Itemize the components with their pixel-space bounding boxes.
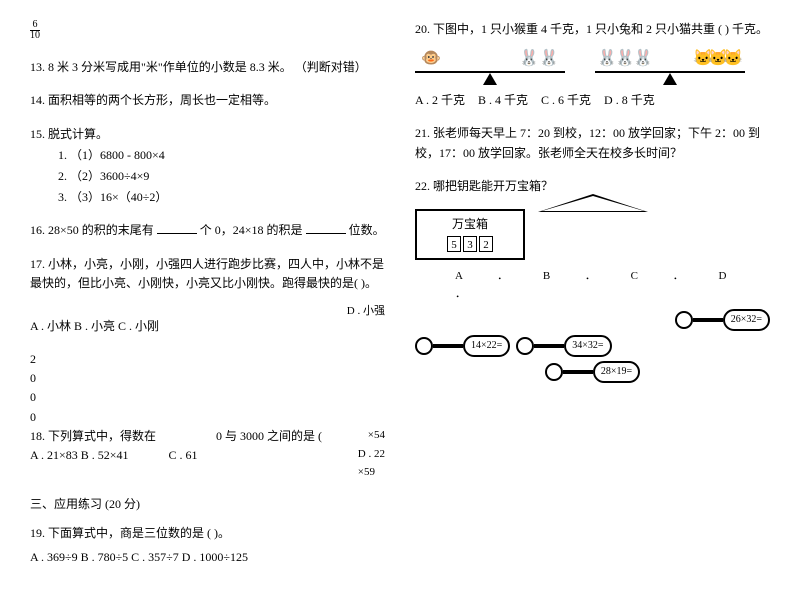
digit: 2 [479,236,493,252]
q16-b: 个 0，24×18 的积是 [200,223,306,237]
digit: 5 [447,236,461,252]
q17-text: 17. 小林，小亮，小刚，小强四人进行跑步比赛，四人中，小林不是最快的，但比小亮… [30,255,385,293]
frac-den: 10 [30,31,40,41]
q16: 16. 28×50 的积的末尾有 个 0，24×18 的积是 位数。 [30,221,385,240]
key-c: 34×32= [516,335,611,357]
q15-2: 2. （2）3600÷4×9 [30,167,385,186]
q18: 2 0 0 0 18. 下列算式中，得数在 0 与 3000 之间的是 ( ×5… [30,350,385,481]
q17-abc: A . 小林 B . 小亮 C . 小刚 [30,319,159,333]
right-column: 20. 下图中，1 只小猴重 4 千克，1 只小兔和 2 只小猫共重 ( ) 千… [415,20,770,581]
blank [157,222,197,234]
key-label: 34×32= [564,335,611,357]
blank [306,222,346,234]
q18-ab: A . 21×83 B . 52×41 [30,446,129,465]
key-a: 26×32= [675,309,770,331]
q14: 14. 面积相等的两个长方形，周长也一定相等。 [30,91,385,110]
rabbit-icon: 🐰 [597,46,617,72]
box-label: 万宝箱 [423,215,517,234]
q18-c: C . 61 [169,446,198,465]
scale-left: 🐵 🐰 🐰 [415,45,565,85]
q18-r2: D . 22 [358,446,385,464]
q13: 13. 8 米 3 分米写成用"米"作单位的小数是 8.3 米。 （判断对错） [30,58,385,77]
q15-title: 15. 脱式计算。 [30,125,385,144]
left-column: 610 13. 8 米 3 分米写成用"米"作单位的小数是 8.3 米。 （判断… [30,20,385,581]
q20-c: C . 6 千克 [541,93,591,107]
scale-right: 🐰 🐰 🐰 🐱 🐱 🐱 [595,45,745,85]
key-b: 14×22= [415,335,510,357]
q18-b: 0 与 3000 之间的是 ( [216,427,322,446]
q15-1: 1. （1）6800 - 800×4 [30,146,385,165]
q18-r3: ×59 [358,464,385,482]
treasure-box: 万宝箱 5 3 2 [415,194,770,260]
rabbit-icon: 🐰 [633,46,653,72]
q20-text: 20. 下图中，1 只小猴重 4 千克，1 只小兔和 2 只小猫共重 ( ) 千… [415,20,770,39]
q21: 21. 张老师每天早上 7：20 到校，12：00 放学回家；下午 2：00 到… [415,124,770,162]
section-3: 三、应用练习 (20 分) [30,495,385,514]
q20-diagram: 🐵 🐰 🐰 🐰 🐰 🐰 🐱 🐱 🐱 [415,45,770,85]
digit: 3 [463,236,477,252]
key-label: 28×19= [593,361,640,383]
rabbit-icon: 🐰 [615,46,635,72]
key-d: 28×19= [545,361,640,383]
q19: 19. 下面算式中，商是三位数的是 ( )。 A . 369÷9 B . 780… [30,524,385,566]
q17: 17. 小林，小亮，小刚，小强四人进行跑步比赛，四人中，小林不是最快的，但比小亮… [30,255,385,337]
q18-2000: 2 0 0 0 [30,350,36,427]
key-label: 26×32= [723,309,770,331]
q17-d: D . 小强 [347,303,385,321]
q15: 15. 脱式计算。 1. （1）6800 - 800×4 2. （2）3600÷… [30,125,385,208]
q18-a: 18. 下列算式中，得数在 [30,427,156,446]
rabbit-icon: 🐰 [519,46,539,72]
key-label: 14×22= [463,335,510,357]
q19-text: 19. 下面算式中，商是三位数的是 ( )。 [30,524,385,543]
q16-c: 位数。 [349,223,385,237]
rabbit-icon: 🐰 [539,46,559,72]
q22: 22. 哪把钥匙能开万宝箱？ 万宝箱 5 3 2 A ． B ． C ． D ． [415,177,770,384]
q16-a: 16. 28×50 的积的末尾有 [30,223,157,237]
monkey-icon: 🐵 [421,46,441,72]
q20-d: D . 8 千克 [604,93,655,107]
key-letters: A ． B ． C ． D ． [455,268,770,303]
q15-3: 3. （3）16×（40÷2） [30,188,385,207]
q20-opts: A . 2 千克 B . 4 千克 C . 6 千克 D . 8 千克 [415,91,770,110]
q19-opts: A . 369÷9 B . 780÷5 C . 357÷7 D . 1000÷1… [30,548,385,567]
fraction: 610 [30,20,385,44]
q20-b: B . 4 千克 [478,93,528,107]
q20: 20. 下图中，1 只小猴重 4 千克，1 只小兔和 2 只小猫共重 ( ) 千… [415,20,770,110]
q18-r1: ×54 [368,427,385,445]
q20-a: A . 2 千克 [415,93,465,107]
cat-icon: 🐱 [723,46,743,72]
